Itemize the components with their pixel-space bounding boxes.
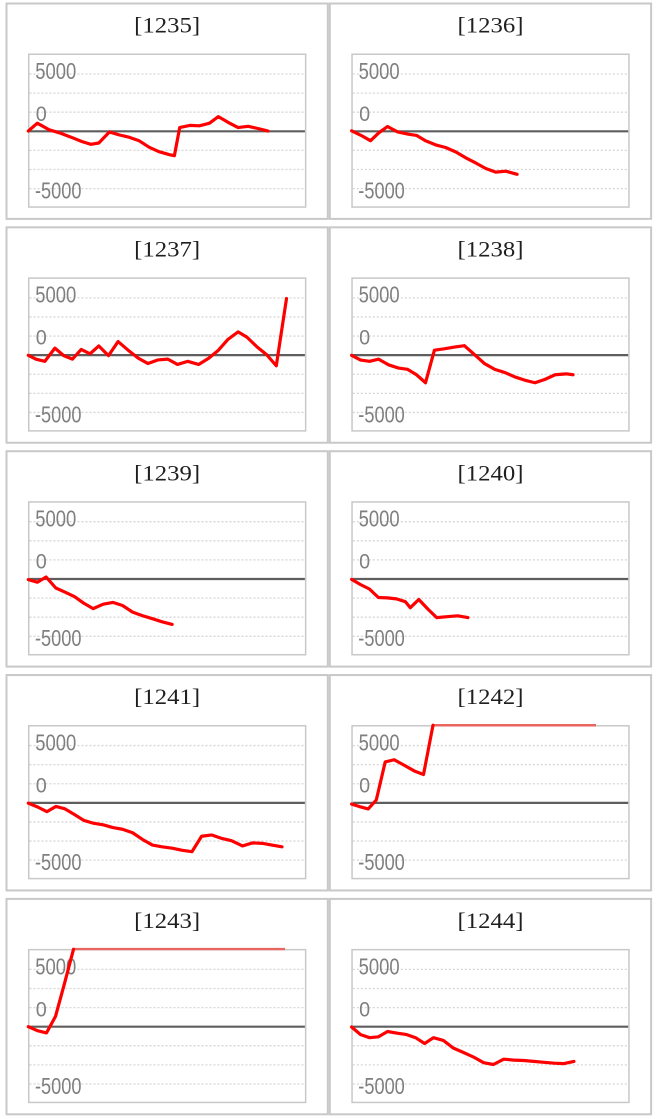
svg-text:0: 0 bbox=[359, 102, 370, 126]
svg-text:0: 0 bbox=[359, 773, 370, 797]
svg-text:-5000: -5000 bbox=[358, 178, 405, 204]
svg-text:-5000: -5000 bbox=[358, 1073, 405, 1099]
svg-text:[1239]: [1239] bbox=[134, 460, 200, 485]
svg-text:5000: 5000 bbox=[35, 282, 76, 308]
svg-text:-5000: -5000 bbox=[358, 849, 405, 875]
svg-text:0: 0 bbox=[359, 997, 370, 1021]
svg-text:[1238]: [1238] bbox=[458, 237, 524, 262]
svg-text:5000: 5000 bbox=[359, 282, 400, 308]
svg-text:[1240]: [1240] bbox=[458, 460, 524, 485]
svg-text:-5000: -5000 bbox=[35, 401, 82, 427]
svg-text:5000: 5000 bbox=[359, 729, 400, 755]
svg-text:[1235]: [1235] bbox=[134, 13, 200, 38]
svg-text:0: 0 bbox=[36, 773, 47, 797]
svg-text:5000: 5000 bbox=[35, 506, 76, 532]
svg-text:0: 0 bbox=[36, 997, 47, 1021]
svg-text:[1236]: [1236] bbox=[458, 13, 524, 38]
svg-text:5000: 5000 bbox=[359, 953, 400, 979]
svg-text:-5000: -5000 bbox=[358, 401, 405, 427]
svg-text:-5000: -5000 bbox=[35, 849, 82, 875]
svg-text:-5000: -5000 bbox=[35, 178, 82, 204]
svg-text:5000: 5000 bbox=[35, 729, 76, 755]
svg-text:-5000: -5000 bbox=[35, 1073, 82, 1099]
svg-text:[1243]: [1243] bbox=[134, 908, 200, 933]
svg-text:0: 0 bbox=[359, 326, 370, 350]
svg-text:[1244]: [1244] bbox=[458, 908, 524, 933]
svg-text:0: 0 bbox=[359, 550, 370, 574]
svg-text:-5000: -5000 bbox=[35, 625, 82, 651]
svg-text:[1237]: [1237] bbox=[134, 237, 200, 262]
svg-text:[1241]: [1241] bbox=[134, 684, 200, 709]
svg-text:0: 0 bbox=[36, 326, 47, 350]
svg-text:5000: 5000 bbox=[359, 58, 400, 84]
svg-text:[1242]: [1242] bbox=[458, 684, 524, 709]
svg-text:5000: 5000 bbox=[359, 506, 400, 532]
svg-text:-5000: -5000 bbox=[358, 625, 405, 651]
svg-text:0: 0 bbox=[36, 102, 47, 126]
svg-text:0: 0 bbox=[36, 550, 47, 574]
svg-text:5000: 5000 bbox=[35, 58, 76, 84]
